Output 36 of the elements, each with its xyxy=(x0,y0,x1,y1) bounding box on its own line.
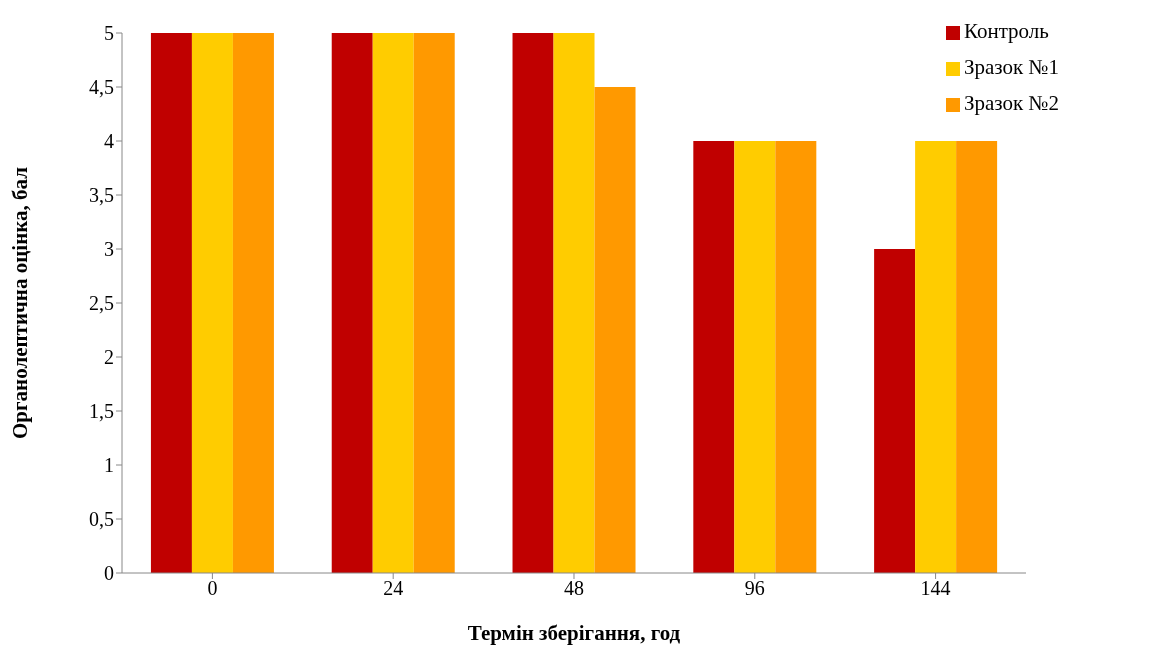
y-tick-label: 1 xyxy=(104,454,114,477)
y-tick-label: 3 xyxy=(104,238,114,261)
bar xyxy=(693,141,735,573)
y-tick-label: 1,5 xyxy=(89,400,114,423)
bar xyxy=(775,141,817,573)
y-tick-label: 5 xyxy=(104,22,114,45)
y-tick-label: 2,5 xyxy=(89,292,114,315)
bar xyxy=(915,141,957,573)
bar xyxy=(594,87,636,573)
y-tick-label: 4 xyxy=(104,130,114,153)
legend-label: Контроль xyxy=(963,19,1049,43)
x-tick-label: 0 xyxy=(207,577,218,600)
bar xyxy=(191,33,233,573)
legend-label: Зразок №2 xyxy=(963,91,1059,115)
bar xyxy=(372,33,414,573)
legend-label: Зразок №1 xyxy=(963,55,1059,79)
x-tick-label: 24 xyxy=(383,577,404,600)
x-tick-label: 144 xyxy=(920,577,951,600)
y-tick-label: 0,5 xyxy=(89,508,114,531)
bar xyxy=(413,33,455,573)
bar xyxy=(331,33,373,573)
x-tick-label: 48 xyxy=(563,577,584,600)
bar xyxy=(150,33,192,573)
bar xyxy=(874,249,916,573)
bar xyxy=(232,33,274,573)
bar xyxy=(734,141,776,573)
bar xyxy=(512,33,554,573)
y-tick-label: 4,5 xyxy=(89,76,114,99)
x-axis-title: Термін зберігання, год xyxy=(467,621,681,645)
y-tick-label: 2 xyxy=(104,346,114,369)
bar xyxy=(553,33,595,573)
y-axis-title: Органолептична оцінка, бал xyxy=(8,166,33,439)
bar xyxy=(956,141,998,573)
y-tick-label: 0 xyxy=(104,562,114,585)
x-tick-label: 96 xyxy=(744,577,765,600)
y-tick-label: 3,5 xyxy=(89,184,114,207)
